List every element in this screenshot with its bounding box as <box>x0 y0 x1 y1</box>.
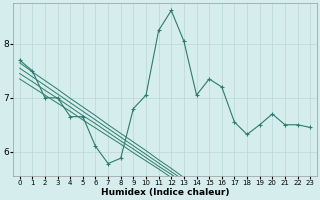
X-axis label: Humidex (Indice chaleur): Humidex (Indice chaleur) <box>101 188 229 197</box>
